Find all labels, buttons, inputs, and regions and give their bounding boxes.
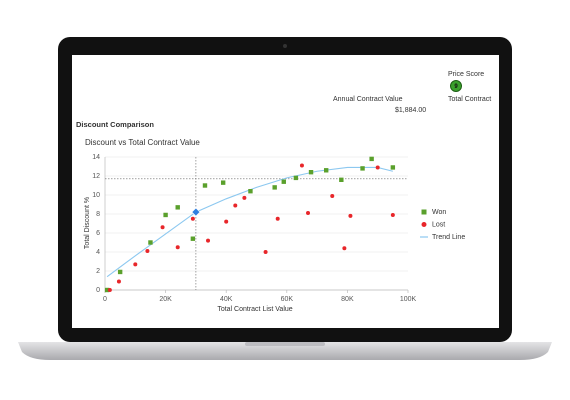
- lost-point: [242, 195, 247, 200]
- x-tick-label: 0: [103, 296, 107, 303]
- screen-content: Price Score 9 Total Contract Annual Cont…: [76, 71, 491, 313]
- lost-point: [233, 203, 238, 208]
- lost-point: [145, 249, 150, 254]
- won-point: [220, 180, 226, 185]
- x-tick-label: 60K: [281, 296, 294, 303]
- x-tick-label: 100K: [400, 296, 417, 303]
- x-tick-label: 80K: [341, 296, 354, 303]
- y-tick-label: 12: [92, 173, 100, 180]
- annual-contract-value: $1,884.00: [395, 107, 426, 114]
- lost-point: [275, 216, 280, 221]
- price-score: 9: [454, 84, 458, 90]
- won-point: [323, 168, 329, 173]
- won-point: [308, 170, 314, 175]
- price-score-label: Price Score: [448, 71, 484, 78]
- lost-point: [116, 279, 121, 284]
- legend-label: Won: [432, 209, 446, 216]
- y-tick-label: 2: [96, 268, 100, 275]
- lost-point: [348, 213, 353, 218]
- laptop-base: [18, 342, 552, 360]
- won-point: [390, 165, 396, 170]
- x-tick-label: 40K: [220, 296, 233, 303]
- chart-title: Discount vs Total Contract Value: [85, 138, 200, 147]
- y-tick-label: 10: [92, 192, 100, 199]
- lost-point: [107, 288, 112, 292]
- lost-point: [390, 212, 395, 217]
- trend-line: [106, 166, 393, 278]
- won-point: [104, 287, 110, 293]
- legend-swatch: [421, 209, 427, 215]
- laptop-notch: [245, 342, 325, 346]
- lost-point: [175, 245, 180, 250]
- price-score-badge: [450, 80, 462, 92]
- won-point: [369, 156, 374, 162]
- won-point: [175, 205, 180, 210]
- highlight-point: [191, 207, 201, 217]
- won-point: [272, 185, 277, 190]
- y-tick-label: 6: [96, 230, 100, 237]
- won-point: [163, 212, 168, 218]
- legend-label: Trend Line: [432, 234, 465, 241]
- y-tick-label: 14: [92, 154, 100, 161]
- x-axis-label: Total Contract List Value: [217, 306, 292, 313]
- won-point: [202, 183, 208, 188]
- x-tick-label: 20K: [159, 296, 172, 303]
- won-point: [190, 236, 196, 241]
- lost-point: [206, 238, 211, 243]
- y-tick-label: 4: [96, 249, 100, 256]
- camera: [283, 44, 287, 48]
- y-tick-label: 8: [96, 211, 100, 218]
- lost-point: [133, 262, 138, 267]
- lost-point: [330, 193, 335, 198]
- won-point: [360, 166, 365, 171]
- annual-contract-label: Annual Contract Value: [333, 96, 403, 103]
- lost-point: [190, 216, 195, 221]
- y-axis-label: Total Discount %: [84, 197, 91, 249]
- won-point: [293, 175, 299, 181]
- legend-label: Lost: [432, 221, 445, 228]
- total-contract-label: Total Contract: [448, 96, 491, 103]
- won-point: [117, 269, 123, 275]
- lost-point: [306, 211, 311, 216]
- lost-point: [342, 246, 347, 251]
- screen: [72, 55, 499, 328]
- legend-swatch: [421, 222, 427, 227]
- y-tick-label: 0: [96, 287, 100, 294]
- won-point: [248, 189, 253, 194]
- lost-point: [160, 225, 165, 230]
- won-point: [148, 240, 153, 245]
- lost-point: [224, 219, 229, 224]
- lost-point: [375, 165, 380, 170]
- lost-point: [299, 163, 304, 168]
- lost-point: [263, 250, 268, 254]
- section-title: Discount Comparison: [76, 120, 154, 129]
- won-point: [339, 177, 344, 182]
- won-point: [281, 179, 286, 184]
